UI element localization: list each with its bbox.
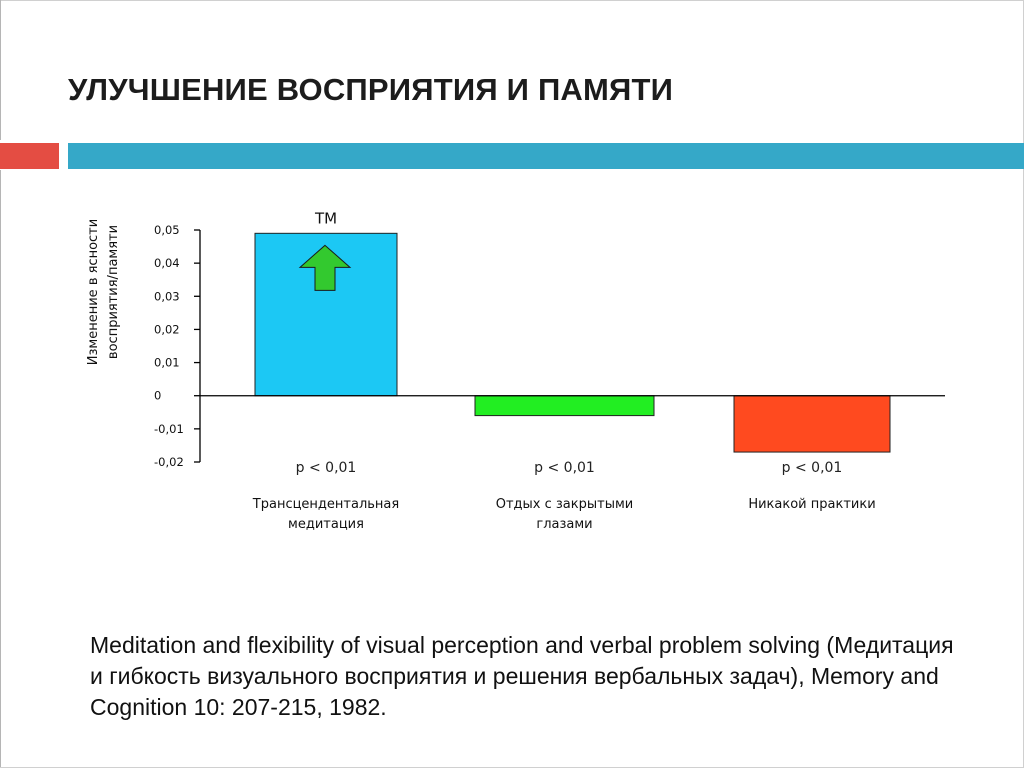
y-tick-label: -0,02 [154,455,184,469]
slide-frame-left-lower [0,170,1,768]
bar-label-tm: ТМ [314,209,337,227]
category-label: Трансцендентальная [252,497,399,512]
y-tick-label: 0,02 [154,322,180,336]
y-axis-label: восприятия/памяти [106,225,121,359]
p-value-label: p < 0,01 [534,460,595,476]
y-tick-label: 0,03 [154,289,180,303]
slide-title: УЛУЧШЕНИЕ ВОСПРИЯТИЯ И ПАМЯТИ [68,72,674,107]
y-axis-label: Изменение в ясности [86,219,101,365]
y-tick-label: 0,01 [154,356,180,370]
accent-bar-blue [68,143,1024,169]
category-label: медитация [288,517,364,532]
y-tick-label: 0,05 [154,223,180,237]
slide-frame-top [0,0,1024,1]
slide-frame-left [0,0,1,140]
citation-text: Meditation and flexibility of visual per… [90,632,954,720]
category-label: Отдых с закрытыми [496,497,634,512]
bar-3 [733,395,891,453]
y-tick-label: 0 [154,389,161,403]
y-tick-label: 0,04 [154,256,180,270]
category-label: глазами [536,517,592,532]
p-value-label: p < 0,01 [296,460,357,476]
accent-bar-red [0,143,59,169]
y-tick-label: -0,01 [154,422,184,436]
category-label: Никакой практики [748,497,875,512]
bar-2 [474,395,655,417]
p-value-label: p < 0,01 [782,460,843,476]
up-arrow-icon [298,244,352,291]
bar-chart: Изменение в ясности восприятия/памяти 0,05… [86,209,945,532]
